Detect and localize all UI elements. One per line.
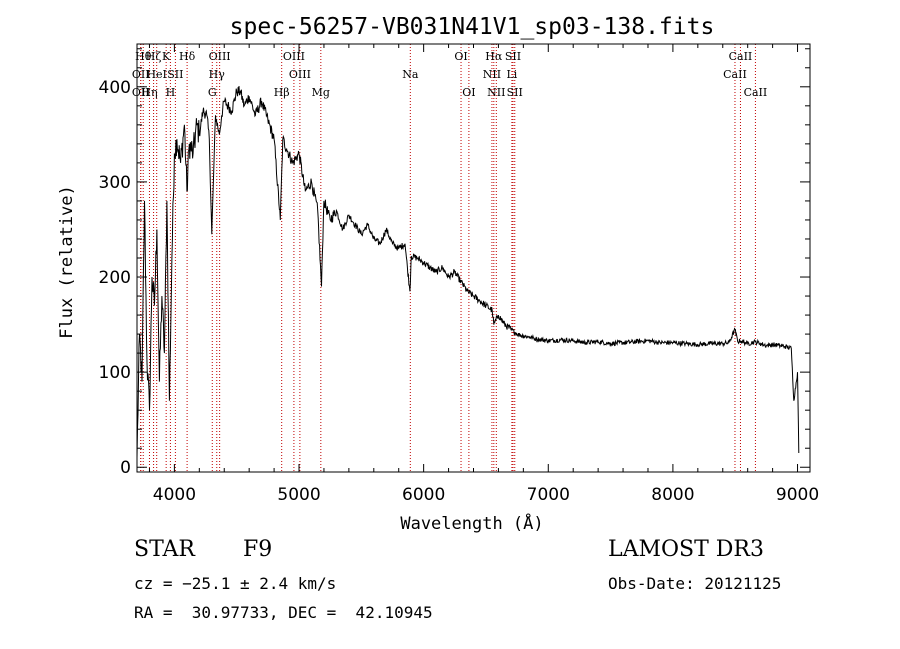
- spectral-line-label: HeI: [146, 68, 166, 81]
- object-subclass: F9: [243, 537, 273, 562]
- y-axis-label: Flux (relative): [57, 185, 77, 339]
- spectral-line-label: Hη: [141, 86, 157, 99]
- chart-title: spec-56257-VB031N41V1_sp03-138.fits: [230, 14, 715, 40]
- spectral-line-label: Li: [506, 68, 517, 81]
- spectral-line-labels: HθOIIOIIHηHζHeIKHSIIHδGHγOIIIHβOIIIOIIIM…: [132, 50, 767, 99]
- spectral-line-label: Hγ: [209, 68, 226, 81]
- x-tick-label: 6000: [402, 485, 445, 505]
- spectral-line-label: Na: [402, 68, 419, 81]
- spectral-line-label: Hζ: [146, 50, 162, 63]
- spectral-line-label: Hδ: [179, 50, 196, 63]
- spectral-line-label: OII: [132, 86, 150, 99]
- spectral-line-label: Hα: [485, 50, 503, 63]
- x-tick-label: 5000: [277, 485, 320, 505]
- spectral-line-label: CaII: [723, 68, 747, 81]
- spectral-line-label: OIII: [283, 50, 305, 63]
- spectral-line-label: Hβ: [274, 86, 290, 99]
- plot-frame: [136, 43, 811, 473]
- observation-date: Obs-Date: 20121125: [608, 574, 782, 593]
- spectral-line-label: SII: [507, 86, 523, 99]
- spectral-line-label: NII: [487, 86, 505, 99]
- spectral-line-label: Mg: [312, 86, 330, 99]
- x-axis-ticks: 4000 5000 6000 7000 8000 9000: [148, 44, 819, 505]
- y-tick-label: 100: [99, 363, 131, 383]
- spectral-line-label: Hθ: [135, 50, 152, 63]
- y-axis-ticks: 0 100 200 300 400: [99, 48, 810, 478]
- y-tick-label: 0: [120, 458, 131, 478]
- y-tick-label: 400: [99, 78, 131, 98]
- flux-series-line: [136, 85, 800, 458]
- spectral-line-label: CaII: [744, 86, 768, 99]
- x-tick-label: 4000: [153, 485, 196, 505]
- y-tick-label: 300: [99, 173, 131, 193]
- x-tick-label: 9000: [776, 485, 819, 505]
- spectral-line-label: OI: [462, 86, 475, 99]
- spectral-line-label: H: [166, 86, 176, 99]
- object-class: STAR: [134, 537, 195, 562]
- x-tick-label: 7000: [527, 485, 570, 505]
- spectral-line-label: OII: [132, 68, 150, 81]
- survey-name: LAMOST DR3: [608, 537, 764, 562]
- y-tick-label: 200: [99, 268, 131, 288]
- sky-coordinates: RA = 30.97733, DEC = 42.10945: [134, 603, 433, 622]
- spectral-line-label: K: [162, 50, 171, 63]
- spectral-line-label: SII: [167, 68, 183, 81]
- spectrum-chart: spec-56257-VB031N41V1_sp03-138.fits Hθ OI…: [57, 14, 819, 534]
- redshift-velocity: cz = −25.1 ± 2.4 km/s: [134, 574, 337, 593]
- spectral-line-label: OIII: [209, 50, 231, 63]
- x-tick-label: 8000: [651, 485, 694, 505]
- x-axis-label: Wavelength (Å): [400, 512, 543, 534]
- spectral-line-label: SII: [505, 50, 521, 63]
- spectral-line-label: NII: [483, 68, 501, 81]
- spectral-line-label: OIII: [289, 68, 311, 81]
- spectral-line-label: CaII: [729, 50, 753, 63]
- spectral-line-label: G: [208, 86, 217, 99]
- spectral-line-label: OI: [454, 50, 467, 63]
